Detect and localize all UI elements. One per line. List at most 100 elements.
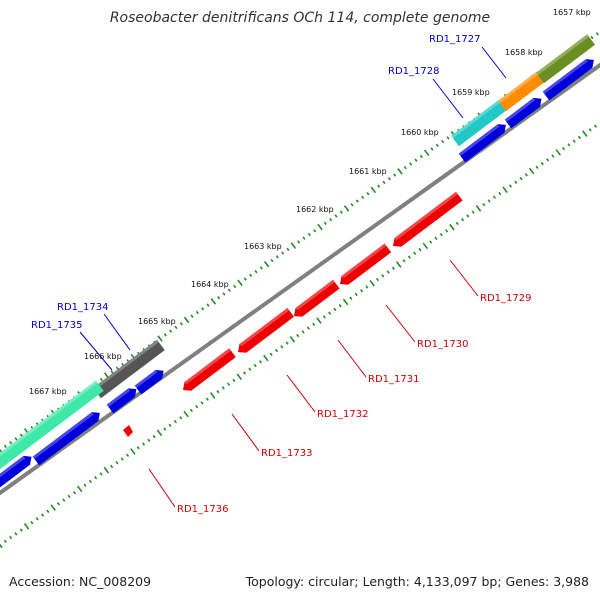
tick-mark <box>423 149 430 157</box>
feature-bar-olive-highlight <box>536 34 589 76</box>
tick-mark <box>508 184 512 188</box>
scale-label: 1662 kbp <box>296 205 334 214</box>
gene-label-rd1-1730[interactable]: RD1_1730 <box>417 339 468 350</box>
tick-mark <box>593 124 598 128</box>
feature-bar-orange[interactable] <box>498 71 545 112</box>
gene-rd1-1734[interactable] <box>106 388 137 414</box>
tick-mark <box>103 466 110 474</box>
tick-mark <box>243 371 247 375</box>
tick-mark <box>487 199 491 203</box>
gene-rd1-1727-b[interactable] <box>504 97 542 129</box>
tick-mark <box>359 289 364 293</box>
scale-label: 1666 kbp <box>84 352 122 361</box>
gene-label-rd1-1735[interactable]: RD1_1735 <box>31 320 82 331</box>
tick-mark <box>338 303 342 308</box>
gene-forward-a[interactable] <box>32 412 100 466</box>
tick-mark <box>572 139 576 143</box>
tick-mark <box>455 221 459 226</box>
tick-mark <box>99 377 103 382</box>
tick-mark <box>306 326 310 330</box>
tick-mark <box>115 461 119 465</box>
scale-label: 1664 kbp <box>191 280 229 289</box>
genome-title: Roseobacter denitrificans OCh 114, compl… <box>110 10 490 26</box>
tick-mark <box>200 401 204 405</box>
tick-mark <box>418 247 422 252</box>
tick-mark <box>62 498 66 502</box>
tick-mark <box>195 310 199 315</box>
gene-rd1-1736[interactable] <box>123 425 133 437</box>
feature-bar-olive[interactable] <box>536 34 595 84</box>
scale-label: 1658 kbp <box>505 48 543 57</box>
tick-mark <box>183 316 190 324</box>
leader-line <box>337 339 367 378</box>
tick-mark <box>301 330 305 334</box>
tick-mark <box>402 259 406 263</box>
tick-mark <box>492 195 496 199</box>
genome-summary-text: Topology: circular; Length: 4,133,097 bp… <box>245 574 589 589</box>
tick-mark <box>524 173 528 177</box>
accession-text: Accession: NC_008209 <box>9 574 151 589</box>
tick-mark <box>136 446 140 450</box>
tick-mark <box>312 322 316 327</box>
gene-label-rd1-1729[interactable]: RD1_1729 <box>480 293 531 304</box>
tick-mark <box>289 336 296 343</box>
feature-bar-gray-highlight <box>93 339 159 391</box>
gene-rd1-1729[interactable] <box>393 191 463 247</box>
feature-bar-aqua[interactable] <box>0 380 104 482</box>
gene-rd1-1727-c[interactable] <box>542 59 594 101</box>
leader-line <box>148 468 176 508</box>
gene-forward-b[interactable] <box>0 455 32 493</box>
gene-label-rd1-1728[interactable]: RD1_1728 <box>388 66 439 77</box>
gene-label-rd1-1734[interactable]: RD1_1734 <box>57 302 108 313</box>
tick-mark <box>83 483 87 487</box>
feature-bar-gray[interactable] <box>93 339 165 399</box>
tick-mark <box>14 437 18 441</box>
gene-rd1-1733[interactable] <box>183 348 236 391</box>
tick-mark <box>322 315 326 319</box>
feature-bar-teal[interactable] <box>451 99 507 147</box>
tick-mark <box>482 203 486 207</box>
tick-mark <box>152 434 156 439</box>
gene-rd1-1732[interactable] <box>238 307 294 353</box>
tick-mark <box>375 277 380 282</box>
tick-mark <box>471 210 475 214</box>
tick-mark <box>393 173 397 177</box>
gene-rd1-1735[interactable] <box>134 370 164 395</box>
tick-mark <box>369 279 375 287</box>
forward-gene-labels: RD1_1727 RD1_1728 RD1_1734 RD1_1735 <box>31 34 480 331</box>
tick-mark <box>386 270 390 274</box>
tick-mark <box>35 517 39 521</box>
tick-mark <box>280 345 284 349</box>
tick-mark <box>190 314 194 318</box>
gene-rd1-1731[interactable] <box>294 279 340 317</box>
tick-mark <box>253 363 257 368</box>
gene-rd1-1730[interactable] <box>340 243 392 285</box>
tick-mark <box>88 479 92 484</box>
gene-label-rd1-1727[interactable]: RD1_1727 <box>429 34 480 45</box>
tick-mark <box>173 419 177 424</box>
tick-mark <box>147 438 151 442</box>
tick-mark <box>475 205 482 212</box>
gene-rd1-1727-b-highlight <box>504 97 536 122</box>
gene-label-rd1-1732[interactable]: RD1_1732 <box>317 409 368 420</box>
tick-mark <box>555 149 561 156</box>
tick-mark <box>237 279 243 287</box>
tick-mark <box>270 258 274 263</box>
tick-mark <box>370 186 377 194</box>
tick-mark <box>466 214 470 218</box>
gene-rd1-1727-a[interactable] <box>458 124 506 163</box>
tick-mark <box>274 348 279 353</box>
tick-mark <box>163 333 167 337</box>
tick-mark <box>429 240 433 244</box>
tick-mark <box>567 143 571 147</box>
tick-mark <box>216 390 220 394</box>
gene-rd1-1733-highlight <box>184 348 231 385</box>
gene-label-rd1-1733[interactable]: RD1_1733 <box>261 448 312 459</box>
gene-label-rd1-1731[interactable]: RD1_1731 <box>368 374 419 385</box>
tick-mark <box>519 176 523 181</box>
tick-mark <box>205 397 209 401</box>
tick-mark <box>535 165 539 170</box>
gene-label-rd1-1736[interactable]: RD1_1736 <box>177 504 228 515</box>
tick-mark <box>313 229 317 233</box>
tick-mark <box>595 32 599 36</box>
